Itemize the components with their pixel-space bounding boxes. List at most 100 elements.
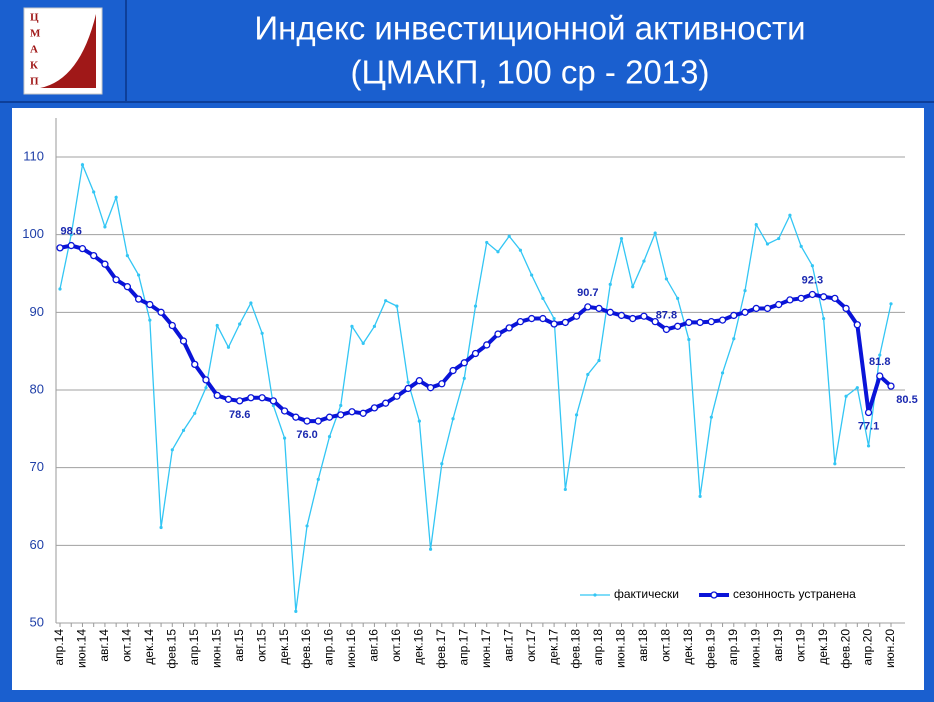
- point: [853, 321, 861, 329]
- point: [292, 413, 300, 421]
- point: [282, 436, 287, 440]
- x-tick-label: фев.17: [434, 629, 448, 669]
- legend-label: фактически: [614, 587, 679, 601]
- point: [226, 345, 231, 349]
- point: [90, 251, 98, 260]
- value-label: 77.1: [858, 420, 879, 432]
- point: [664, 277, 669, 281]
- point: [698, 494, 702, 499]
- x-tick-label: окт.18: [659, 629, 673, 662]
- y-tick-label: 50: [30, 614, 44, 629]
- point: [382, 399, 390, 407]
- point: [157, 308, 165, 316]
- point: [653, 231, 657, 235]
- point: [271, 403, 275, 408]
- point: [438, 380, 446, 388]
- point: [810, 264, 814, 268]
- point: [224, 395, 233, 403]
- point: [303, 417, 311, 425]
- point: [720, 371, 725, 375]
- point: [417, 419, 421, 423]
- point: [518, 248, 523, 252]
- point: [642, 259, 646, 263]
- point: [247, 394, 255, 402]
- point: [69, 233, 73, 237]
- point: [440, 462, 444, 466]
- point: [878, 353, 882, 357]
- point: [280, 407, 289, 415]
- x-tick-label: апр.14: [52, 629, 66, 666]
- title: Индекс инвестиционной активности: [254, 10, 805, 47]
- point: [864, 408, 873, 417]
- point: [148, 318, 152, 322]
- value-label: 81.8: [869, 356, 890, 368]
- point: [125, 254, 129, 258]
- x-tick-label: авг.15: [232, 629, 246, 662]
- point: [460, 359, 468, 367]
- point: [572, 312, 581, 320]
- logo-shape: [40, 14, 96, 88]
- x-tick-label: июн.15: [209, 629, 223, 668]
- y-tick-label: 110: [23, 148, 44, 163]
- point: [527, 314, 536, 323]
- point: [887, 382, 895, 390]
- point: [619, 236, 624, 241]
- x-tick-label: дек.18: [681, 629, 695, 665]
- point: [822, 316, 826, 321]
- point: [305, 524, 309, 528]
- legend-marker: [593, 593, 597, 597]
- point: [595, 304, 603, 313]
- point: [359, 409, 367, 417]
- point: [238, 322, 242, 326]
- point: [608, 282, 612, 286]
- point: [56, 244, 64, 252]
- point: [496, 250, 500, 254]
- point: [765, 242, 770, 246]
- point: [530, 273, 534, 277]
- legend-marker: [710, 591, 718, 599]
- x-tick-label: окт.17: [524, 629, 538, 662]
- point: [137, 273, 141, 277]
- point: [337, 411, 345, 419]
- point: [777, 236, 781, 241]
- point: [449, 366, 457, 375]
- point: [103, 225, 107, 229]
- point: [763, 304, 772, 313]
- point: [494, 330, 502, 338]
- point: [372, 324, 377, 328]
- logo-letter: М: [30, 28, 41, 40]
- point: [249, 301, 253, 305]
- point: [732, 337, 736, 341]
- x-tick-label: июн.20: [883, 629, 897, 668]
- x-tick-label: авг.16: [367, 629, 381, 662]
- x-tick-label: фев.20: [838, 629, 852, 669]
- point: [876, 372, 884, 380]
- point: [651, 318, 659, 326]
- x-tick-label: апр.20: [861, 629, 875, 666]
- x-tick-label: фев.15: [164, 629, 178, 669]
- x-tick-label: июн.17: [479, 629, 493, 668]
- x-tick-label: фев.19: [703, 629, 717, 669]
- point: [327, 435, 332, 439]
- point: [541, 296, 545, 300]
- point: [831, 294, 839, 303]
- x-tick-label: июн.14: [75, 629, 89, 668]
- point: [866, 444, 871, 448]
- y-tick-label: 90: [30, 304, 44, 319]
- value-label: 92.3: [802, 274, 823, 286]
- point: [395, 304, 399, 308]
- point: [752, 304, 760, 313]
- point: [404, 384, 412, 393]
- point: [112, 276, 120, 284]
- point: [325, 413, 334, 421]
- point: [819, 293, 828, 301]
- point: [361, 341, 365, 345]
- point: [889, 302, 893, 306]
- point: [743, 288, 747, 293]
- point: [58, 287, 62, 291]
- point: [159, 525, 163, 530]
- point: [597, 358, 601, 363]
- logo-letter: К: [30, 60, 38, 72]
- x-tick-label: окт.15: [254, 629, 268, 662]
